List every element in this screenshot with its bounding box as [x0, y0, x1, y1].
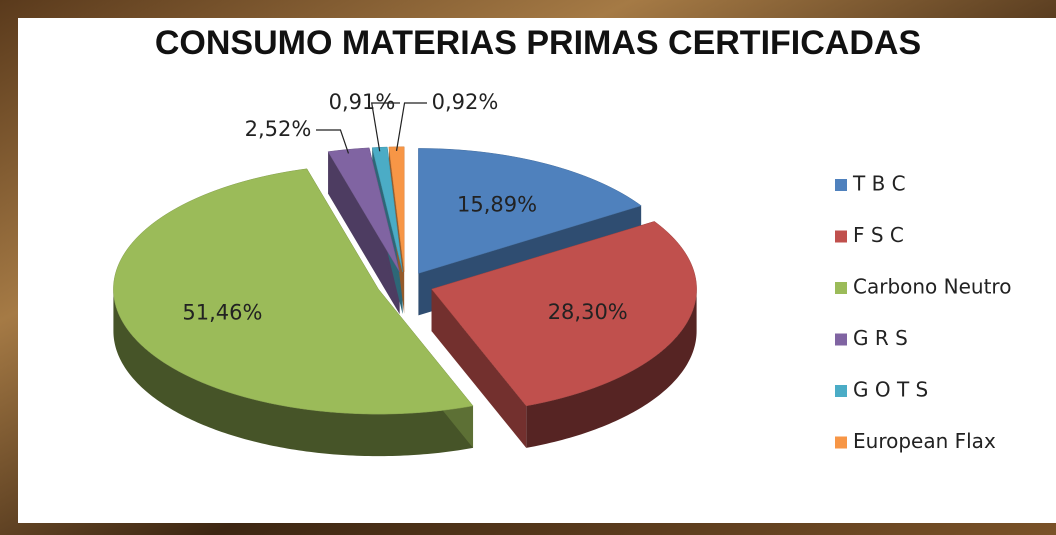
slice-face: [431, 289, 527, 448]
slice-face: [328, 151, 400, 315]
data-label: 0,91%: [329, 90, 396, 114]
legend-label: Carbono Neutro: [853, 275, 1011, 299]
leader-line: [371, 102, 400, 152]
data-label: 0,92%: [432, 90, 499, 114]
legend-label: G O T S: [853, 378, 928, 402]
legend-swatch: [835, 179, 847, 191]
legend-swatch: [835, 282, 847, 294]
legend-label: G R S: [853, 326, 908, 350]
slice: [327, 147, 400, 273]
data-label: 2,52%: [245, 117, 312, 141]
leader-line: [316, 129, 350, 154]
slice: [431, 221, 697, 407]
legend-label: T B C: [852, 172, 906, 196]
slice: [371, 146, 403, 272]
slice: [113, 168, 474, 415]
data-label: 15,89%: [457, 192, 537, 216]
data-label: 28,30%: [548, 300, 628, 324]
legend-label: F S C: [853, 223, 904, 247]
legend-swatch: [835, 333, 847, 346]
legend-swatch: [835, 230, 847, 243]
legend-swatch: [835, 385, 847, 397]
slice: [418, 148, 642, 274]
data-label: 51,46%: [182, 300, 262, 324]
slice: [388, 146, 405, 272]
legend-swatch: [835, 436, 847, 449]
leader-line: [395, 102, 427, 151]
slice-side: [113, 289, 474, 457]
chart-title: CONSUMO MATERIAS PRIMAS CERTIFICADAS: [155, 24, 921, 62]
legend-label: European Flax: [853, 429, 996, 453]
slice-side: [526, 289, 697, 448]
